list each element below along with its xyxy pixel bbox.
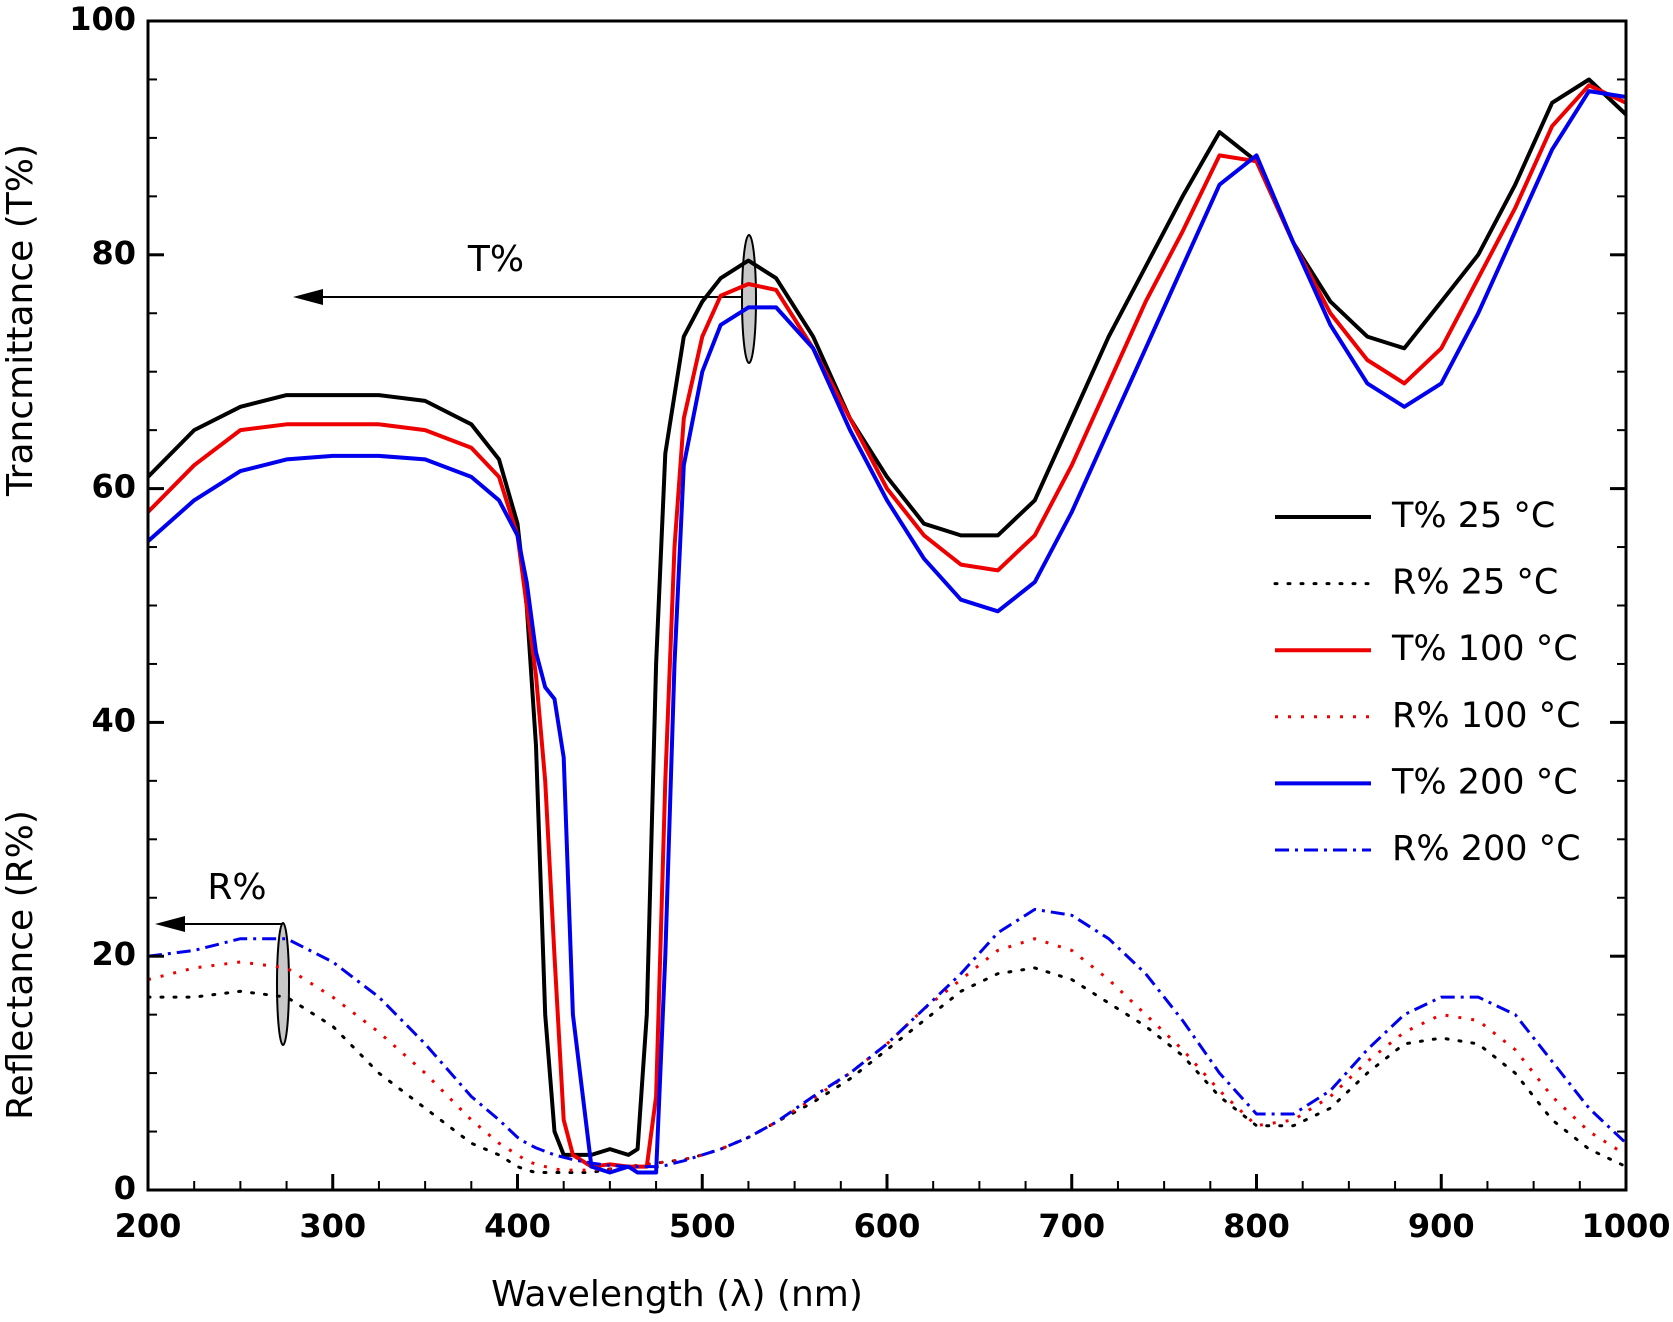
legend-label: T% 200 °C — [1391, 762, 1578, 802]
x-tick-label: 600 — [854, 1207, 921, 1245]
arrowhead — [155, 916, 185, 932]
y-tick-label: 60 — [91, 468, 136, 506]
series-line — [146, 83, 1627, 1169]
x-axis-label: Wavelength (λ) (nm) — [491, 1274, 863, 1315]
marker-ellipse — [741, 234, 757, 364]
x-tick-label: 500 — [669, 1207, 736, 1245]
series-line — [147, 907, 1628, 1169]
plot-area — [146, 77, 1628, 1175]
y-tick-label: 100 — [69, 0, 136, 38]
y-tick-label: 40 — [91, 701, 136, 739]
legend-label: R% 100 °C — [1392, 696, 1581, 736]
y-axis-label: Reflectance (R%) — [0, 810, 41, 1120]
x-tick-label: 200 — [115, 1207, 182, 1245]
x-tick-label: 800 — [1223, 1207, 1290, 1245]
x-tick-label: 1000 — [1581, 1207, 1670, 1245]
legend-label: T% 25 °C — [1391, 496, 1555, 536]
legend-label: T% 100 °C — [1391, 629, 1578, 669]
x-tick-label: 400 — [484, 1207, 551, 1245]
x-tick-label: 700 — [1038, 1207, 1105, 1245]
y-tick-label: 80 — [91, 234, 136, 272]
annotation: R% — [207, 867, 266, 908]
annotations: T% R% — [155, 234, 757, 1046]
annotation: T% — [467, 239, 524, 280]
legend-label: R% 200 °C — [1392, 829, 1581, 869]
arrowhead — [293, 289, 323, 305]
series-line — [146, 89, 1627, 1175]
x-tick-label: 300 — [299, 1207, 366, 1245]
legend: T% 25 °C R% 25 °C T% 100 °C R% 100 °C T% 200… — [1273, 496, 1581, 869]
series-line — [146, 77, 1628, 1157]
legend-label: R% 25 °C — [1392, 563, 1558, 603]
y-axis-label: Trancmittance (T%) — [0, 144, 41, 497]
y-tick-label: 0 — [114, 1169, 136, 1207]
y-tick-label: 20 — [91, 935, 136, 973]
x-tick-label: 900 — [1408, 1207, 1475, 1245]
marker-ellipse — [276, 922, 290, 1046]
